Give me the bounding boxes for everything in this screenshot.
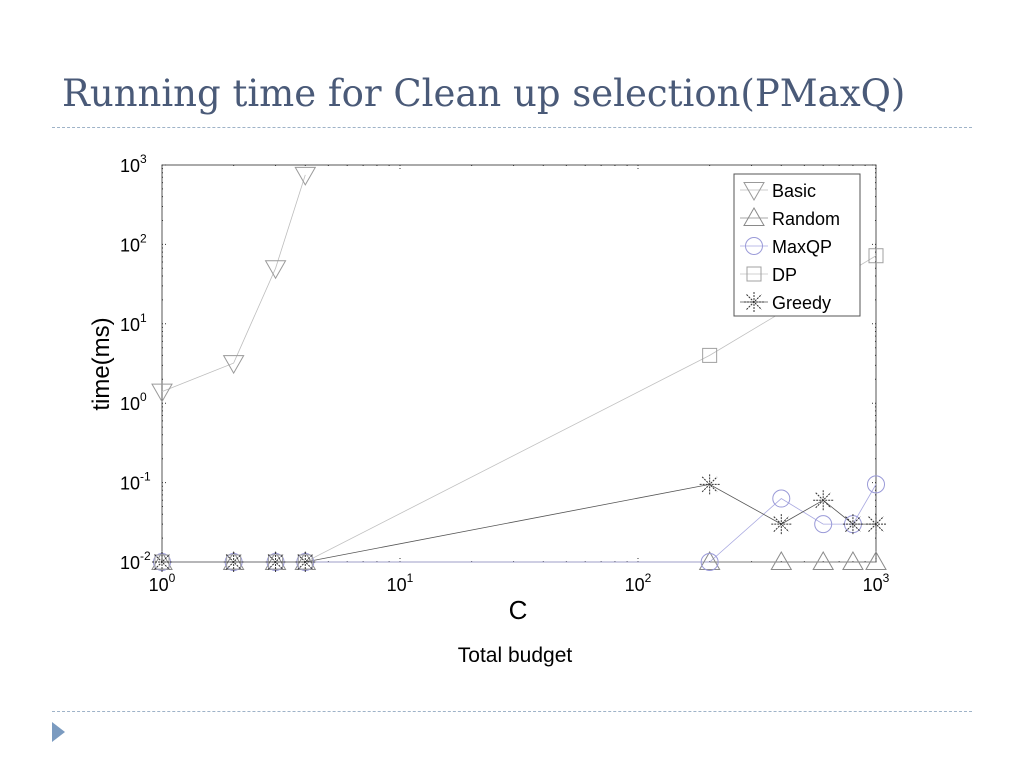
data-point-greedy (223, 552, 244, 572)
data-point-greedy (744, 292, 764, 312)
series-line-basic (161, 174, 306, 392)
legend-label-greedy: Greedy (772, 293, 831, 313)
data-point-greedy (771, 514, 792, 535)
data-point-greedy (813, 490, 834, 511)
data-point-greedy (866, 514, 886, 535)
data-point-basic (264, 260, 287, 280)
data-point-basic (222, 355, 245, 375)
data-point-random (698, 550, 721, 570)
data-point-maxqp (772, 489, 791, 508)
data-point-maxqp (700, 553, 719, 571)
data-point-random (865, 550, 887, 570)
data-point-dp (868, 248, 884, 264)
legend-label-maxqp: MaxQP (772, 237, 832, 257)
data-point-basic (151, 383, 173, 403)
x-tick-label: 103 (863, 571, 890, 595)
data-point-greedy (295, 552, 316, 572)
data-point-greedy (699, 474, 720, 495)
y-tick-label: 102 (120, 231, 147, 255)
y-tick-label: 100 (120, 390, 147, 414)
x-tick-label: 102 (625, 571, 652, 595)
y-tick-label: 10-1 (120, 470, 151, 494)
data-point-greedy (842, 514, 863, 535)
data-point-basic (743, 182, 765, 202)
y-tick-label: 10-2 (120, 549, 151, 573)
footer-divider (52, 711, 972, 712)
legend-label-basic: Basic (772, 181, 816, 201)
y-tick-label: 103 (120, 152, 147, 176)
data-point-dp (746, 266, 762, 282)
legend-label-random: Random (772, 209, 840, 229)
data-point-dp (702, 347, 718, 363)
legend-label-dp: DP (772, 265, 797, 285)
y-axis-label: time(ms) (88, 317, 115, 410)
data-point-greedy (265, 552, 286, 572)
data-point-basic (294, 166, 317, 186)
data-point-random (743, 206, 765, 226)
axis-ticks: 100 101 102 103 10-2 10-1 100 101 102 103 (120, 152, 890, 595)
x-tick-label: 100 (149, 571, 176, 595)
series-line-greedy (162, 483, 876, 563)
data-point-maxqp (814, 515, 833, 534)
legend: Basic Random MaxQP DP Greedy (733, 173, 861, 317)
x-tick-label: 101 (387, 571, 414, 595)
data-point-maxqp (745, 237, 763, 255)
data-point-random (812, 550, 835, 570)
data-point-maxqp (867, 475, 885, 494)
slide-title: Running time for Clean up selection(PMax… (62, 72, 906, 115)
y-tick-label: 101 (120, 311, 147, 335)
title-divider (52, 127, 972, 128)
x-axis-sublabel: Total budget (458, 644, 573, 667)
data-point-random (842, 550, 864, 570)
bullet-arrow-icon (52, 722, 65, 742)
x-axis-label: C (509, 595, 528, 625)
data-point-random (770, 550, 793, 570)
series-markers (151, 166, 887, 572)
series-line-maxqp (162, 484, 877, 563)
data-point-greedy (152, 552, 172, 572)
